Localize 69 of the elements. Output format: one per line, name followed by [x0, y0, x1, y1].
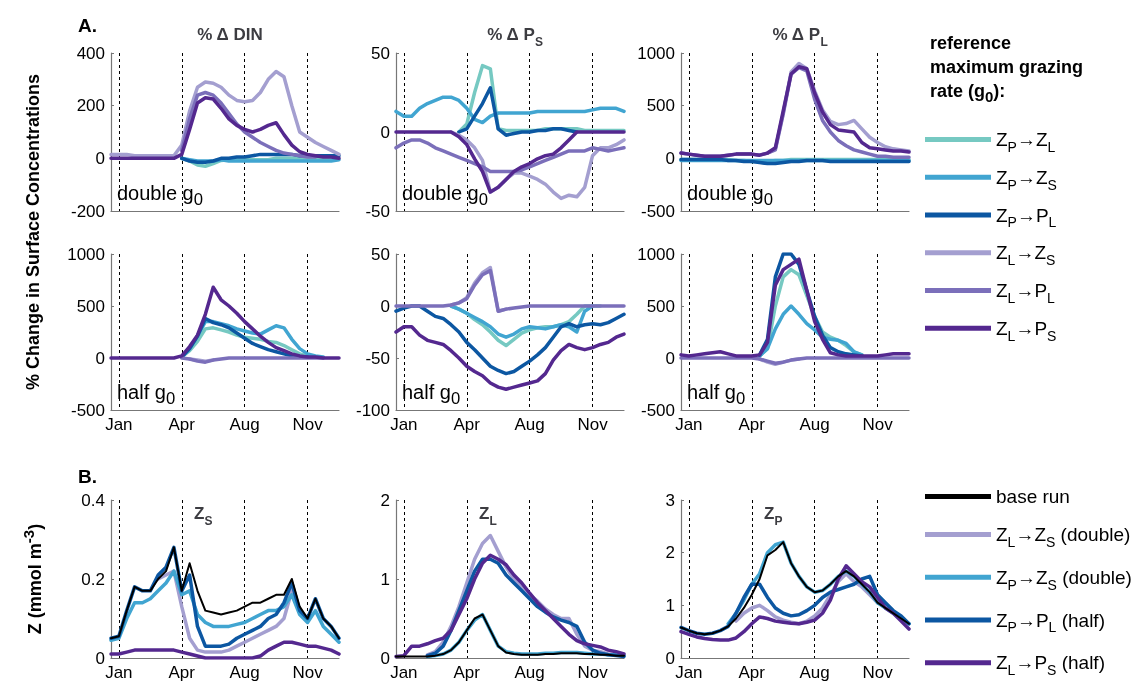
x-tick-label: Apr — [738, 663, 766, 682]
y-tick-label: -50 — [365, 348, 390, 368]
x-tick-label: Jan — [105, 663, 133, 682]
y-tick-label: 3 — [665, 490, 675, 510]
annotation: double g$_{0}$ — [402, 181, 489, 211]
x-tick-label: Nov — [862, 663, 894, 682]
x-tick-label: Jan — [675, 415, 703, 434]
y-tick-label: 0 — [95, 348, 105, 368]
annotation: double g$_{0}$ — [687, 181, 774, 211]
y-tick-label: 0 — [95, 648, 105, 668]
x-tick-label: Nov — [577, 415, 609, 434]
y-tick-label: 0 — [380, 296, 390, 316]
y-tick-label: 50 — [371, 244, 390, 264]
x-tick-label: Aug — [514, 663, 545, 682]
y-tick-label: 0 — [95, 148, 105, 168]
y-tick-label: -100 — [355, 400, 390, 420]
x-tick-label: Apr — [453, 415, 481, 434]
legend-label: base run — [996, 486, 1070, 507]
x-tick-label: Apr — [738, 415, 766, 434]
y-tick-label: -500 — [640, 201, 675, 221]
x-tick-label: Aug — [229, 415, 260, 434]
x-tick-label: Nov — [862, 415, 894, 434]
y-tick-label: 50 — [371, 43, 390, 63]
x-tick-label: Apr — [453, 663, 481, 682]
y-tick-label: 200 — [76, 96, 105, 116]
y-tick-label: 500 — [646, 296, 675, 316]
x-tick-label: Jan — [390, 415, 418, 434]
y-tick-label: 1000 — [637, 244, 675, 264]
y-tick-label: -200 — [70, 201, 105, 221]
annotation: half g$_{0}$ — [687, 380, 746, 410]
y-tick-label: 0 — [380, 648, 390, 668]
y-axis-title: % Change in Surface Concentrations — [22, 73, 44, 390]
y-tick-label: 1000 — [637, 43, 675, 63]
y-tick-label: 0 — [665, 648, 675, 668]
y-tick-label: 2 — [380, 490, 390, 510]
y-tick-label: 500 — [76, 296, 105, 316]
annotation: half g$_{0}$ — [402, 380, 461, 410]
annotation: half g$_{0}$ — [117, 380, 176, 410]
x-tick-label: Aug — [799, 415, 830, 434]
x-tick-label: Jan — [390, 663, 418, 682]
y-tick-label: 2 — [665, 543, 675, 563]
y-tick-label: -500 — [70, 400, 105, 420]
text: B. — [78, 466, 97, 488]
y-tick-label: 500 — [646, 96, 675, 116]
y-tick-label: -50 — [365, 201, 390, 221]
x-tick-label: Nov — [292, 415, 324, 434]
x-tick-label: Nov — [292, 663, 324, 682]
y-tick-label: 1 — [665, 595, 675, 615]
x-tick-label: Aug — [799, 663, 830, 682]
y-tick-label: 1000 — [67, 244, 105, 264]
x-tick-label: Jan — [105, 415, 133, 434]
y-tick-label: 0.4 — [81, 490, 105, 510]
y-tick-label: 0 — [665, 148, 675, 168]
x-tick-label: Nov — [577, 663, 609, 682]
y-tick-label: 400 — [76, 43, 105, 63]
y-tick-label: 0.2 — [81, 569, 105, 589]
x-tick-label: Apr — [168, 663, 196, 682]
chart-title: % Δ DIN — [197, 25, 263, 45]
text: A. — [78, 15, 97, 37]
annotation: double g$_{0}$ — [117, 181, 204, 211]
y-tick-label: 0 — [665, 348, 675, 368]
y-tick-label: 1 — [380, 569, 390, 589]
y-tick-label: 0 — [380, 122, 390, 142]
x-tick-label: Apr — [168, 415, 196, 434]
x-tick-label: Jan — [675, 663, 703, 682]
legend-title: reference maximum grazing rate (g$_{0}$): — [930, 32, 1085, 107]
y-tick-label: -500 — [640, 400, 675, 420]
x-tick-label: Aug — [514, 415, 545, 434]
x-tick-label: Aug — [229, 663, 260, 682]
